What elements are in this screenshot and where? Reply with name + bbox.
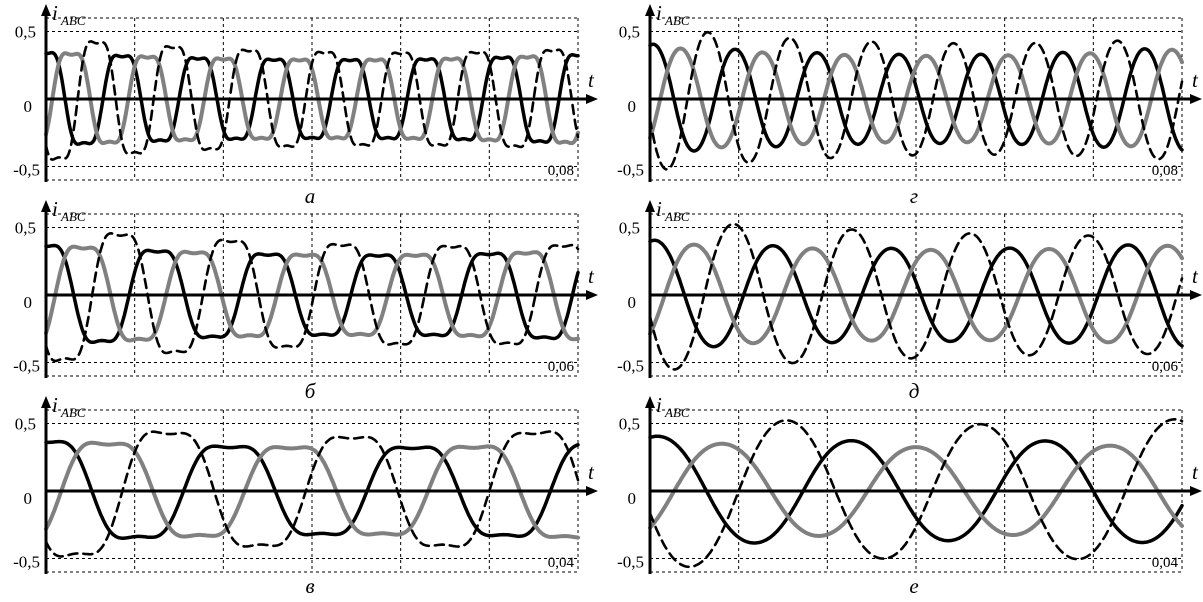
x-max-label: 0,08 [1152, 163, 1178, 179]
y-tick-label: -0,5 [13, 357, 40, 376]
panel-caption: е [909, 574, 918, 597]
y-axis-label-subscript: ABC [60, 405, 86, 420]
y-axis-label: i [52, 393, 58, 417]
y-tick-label: 0,5 [619, 219, 640, 238]
y-axis-label: i [656, 197, 662, 221]
x-axis-label: t [1192, 264, 1199, 288]
y-tick-label: 0,5 [15, 23, 36, 42]
x-axis-arrow [586, 486, 598, 496]
y-axis-label-subscript: ABC [60, 209, 86, 224]
y-axis-arrow [41, 396, 51, 408]
x-max-label: 0,06 [1152, 359, 1179, 375]
y-axis-label-subscript: ABC [664, 13, 690, 28]
chart-panel-b: 0,5 0 -0,5 i ABC t 0,06 б [13, 197, 598, 403]
x-axis-label: t [588, 460, 595, 484]
panel-caption: в [305, 574, 314, 597]
y-tick-label: -0,5 [617, 161, 644, 180]
x-max-label: 0,06 [548, 359, 575, 375]
y-tick-label: -0,5 [617, 357, 644, 376]
y-tick-label: 0,5 [619, 23, 640, 42]
chart-panel-d: 0,5 0 -0,5 i ABC t 0,06 д [617, 197, 1202, 403]
y-axis-label: i [52, 197, 58, 221]
y-axis-arrow [645, 4, 655, 16]
y-tick-label: -0,5 [617, 553, 644, 572]
x-axis-arrow [586, 290, 598, 300]
x-axis-arrow [1190, 486, 1202, 496]
y-axis-label-subscript: ABC [664, 209, 690, 224]
y-axis-arrow [645, 396, 655, 408]
x-max-label: 0,04 [1152, 555, 1179, 571]
x-axis-label: t [588, 264, 595, 288]
y-axis-label: i [52, 1, 58, 25]
y-axis-label-subscript: ABC [60, 13, 86, 28]
y-tick-label: 0,5 [619, 415, 640, 434]
panel-caption: б [305, 379, 317, 403]
y-tick-label: -0,5 [13, 161, 40, 180]
chart-panel-a: 0,5 0 -0,5 i ABC t 0,08 а [13, 1, 598, 208]
y-tick-label: 0 [24, 293, 33, 312]
y-axis-arrow [41, 200, 51, 212]
chart-panel-e: 0,5 0 -0,5 i ABC t 0,04 е [617, 393, 1202, 597]
x-axis-arrow [1190, 290, 1202, 300]
y-axis-label-subscript: ABC [664, 405, 690, 420]
panel-caption: д [909, 379, 920, 403]
y-tick-label: 0 [628, 293, 637, 312]
y-tick-label: 0,5 [15, 219, 36, 238]
x-axis-label: t [588, 68, 595, 92]
x-axis-arrow [586, 94, 598, 104]
x-axis-label: t [1192, 68, 1199, 92]
y-tick-label: 0 [628, 489, 637, 508]
panel-caption: а [305, 184, 316, 208]
x-axis-label: t [1192, 460, 1199, 484]
y-axis-label: i [656, 393, 662, 417]
y-tick-label: 0 [24, 97, 33, 116]
y-axis-arrow [645, 200, 655, 212]
y-tick-label: -0,5 [13, 553, 40, 572]
x-max-label: 0,04 [548, 555, 575, 571]
y-axis-arrow [41, 4, 51, 16]
chart-panel-v: 0,5 0 -0,5 i ABC t 0,04 в [13, 393, 598, 597]
y-tick-label: 0,5 [15, 415, 36, 434]
x-max-label: 0,08 [548, 163, 574, 179]
chart-panel-g: 0,5 0 -0,5 i ABC t 0,08 г [617, 1, 1202, 208]
y-tick-label: 0 [628, 97, 637, 116]
y-axis-label: i [656, 1, 662, 25]
x-axis-arrow [1190, 94, 1202, 104]
panel-caption: г [910, 184, 918, 208]
y-tick-label: 0 [24, 489, 33, 508]
